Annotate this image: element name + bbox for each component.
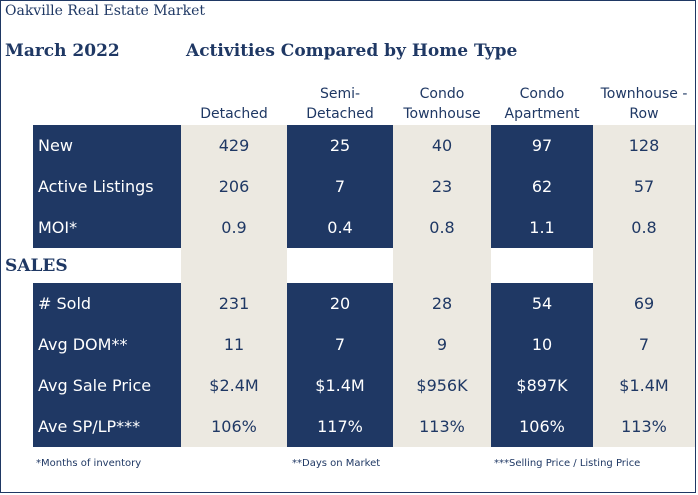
table-cell: 40 xyxy=(393,125,491,166)
table-cell: 11 xyxy=(181,324,287,365)
row-label-ave-sp-lp: Ave SP/LP*** xyxy=(33,406,181,447)
footnote-dom: **Days on Market xyxy=(292,458,381,469)
table-cell: 97 xyxy=(491,125,593,166)
column-header-detached: Detached xyxy=(200,106,268,122)
column-header-condo-townhouse: Condo Townhouse xyxy=(403,86,481,122)
table-cell: 10 xyxy=(491,324,593,365)
table-cell: 106% xyxy=(181,406,287,447)
table-cell: 7 xyxy=(593,324,695,365)
report-title: Activities Compared by Home Type xyxy=(186,41,518,61)
table-cell: 106% xyxy=(491,406,593,447)
table-cell: $2.4M xyxy=(181,365,287,406)
table-cell: 117% xyxy=(287,406,393,447)
row-label-new: New xyxy=(33,125,181,166)
table-cell: 0.8 xyxy=(593,207,695,248)
table-cell: 28 xyxy=(393,283,491,324)
row-label-sold: # Sold xyxy=(33,283,181,324)
table-cell: 206 xyxy=(181,166,287,207)
table-cell: 9 xyxy=(393,324,491,365)
table-cell: 7 xyxy=(287,166,393,207)
footnote-sp-lp: ***Selling Price / Listing Price xyxy=(494,458,641,469)
table-cell: 1.1 xyxy=(491,207,593,248)
brand-title: Oakville Real Estate Market xyxy=(5,3,205,19)
table-cell: 113% xyxy=(593,406,695,447)
footnote-moi: *Months of inventory xyxy=(36,458,142,469)
table-cell: 0.4 xyxy=(287,207,393,248)
column-header-condo-apartment: Condo Apartment xyxy=(504,86,580,122)
spacer-band xyxy=(491,248,593,283)
sales-heading: SALES xyxy=(5,256,68,276)
table-cell: 0.8 xyxy=(393,207,491,248)
row-label-moi: MOI* xyxy=(33,207,181,248)
table-cell: 69 xyxy=(593,283,695,324)
table-cell: $1.4M xyxy=(287,365,393,406)
table-cell: 25 xyxy=(287,125,393,166)
table-cell: 128 xyxy=(593,125,695,166)
table-cell: 429 xyxy=(181,125,287,166)
spacer-band xyxy=(393,248,491,283)
table-cell: 23 xyxy=(393,166,491,207)
table-cell: $1.4M xyxy=(593,365,695,406)
report-date: March 2022 xyxy=(5,41,120,61)
spacer-band xyxy=(181,248,287,283)
column-header-semi-detached: Semi- Detached xyxy=(306,86,374,122)
table-cell: 231 xyxy=(181,283,287,324)
table-cell: 0.9 xyxy=(181,207,287,248)
table-cell: 54 xyxy=(491,283,593,324)
table-cell: $956K xyxy=(393,365,491,406)
table-cell: 113% xyxy=(393,406,491,447)
table-cell: 62 xyxy=(491,166,593,207)
spacer-band xyxy=(593,248,695,283)
table-cell: 57 xyxy=(593,166,695,207)
table-cell: 20 xyxy=(287,283,393,324)
row-label-avg-sale-price: Avg Sale Price xyxy=(33,365,181,406)
column-header-townhouse-row: Townhouse - Row xyxy=(600,86,688,122)
row-label-active-listings: Active Listings xyxy=(33,166,181,207)
table-cell: 7 xyxy=(287,324,393,365)
spacer-band xyxy=(287,248,393,283)
table-cell: $897K xyxy=(491,365,593,406)
row-label-avg-dom: Avg DOM** xyxy=(33,324,181,365)
